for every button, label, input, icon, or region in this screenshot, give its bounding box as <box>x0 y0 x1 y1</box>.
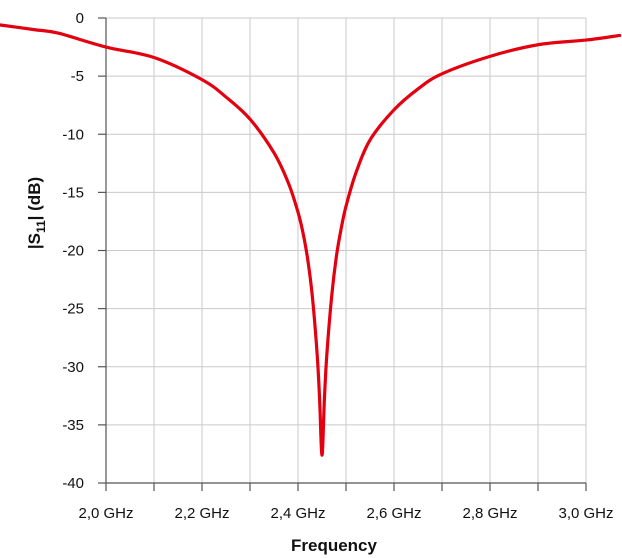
y-axis-title-subscript: 11 <box>34 220 48 233</box>
y-tick-label: -30 <box>62 359 84 376</box>
y-tick-label: -20 <box>62 243 84 260</box>
grid <box>106 17 587 483</box>
tick-labels: 0 -5 -10 -15 -20 -25 -30 -35 -40 2,0 GHz 2,2 GHz 2,… <box>62 10 613 522</box>
y-axis-title-suffix: | (dB) <box>25 177 44 220</box>
x-tick-label: 2,4 GHz <box>270 505 325 522</box>
y-axis-title: |S11| (dB) <box>25 177 48 249</box>
x-tick-label: 2,0 GHz <box>78 505 133 522</box>
y-tick-label: -40 <box>62 475 84 492</box>
y-tick-label: -35 <box>62 417 84 434</box>
y-tick-label: -10 <box>62 126 84 143</box>
y-tick-label: -5 <box>71 68 84 85</box>
x-tick-label: 3,0 GHz <box>558 505 613 522</box>
axes <box>98 17 587 491</box>
y-tick-label: -15 <box>62 184 84 201</box>
y-tick-label: 0 <box>76 10 84 27</box>
s11-series-line <box>0 23 622 457</box>
y-axis-title-prefix: |S <box>25 233 44 249</box>
series <box>0 23 622 457</box>
x-tick-label: 2,6 GHz <box>366 505 421 522</box>
x-axis-title: Frequency <box>291 536 378 555</box>
x-tick-label: 2,8 GHz <box>462 505 517 522</box>
x-tick-label: 2,2 GHz <box>174 505 229 522</box>
y-tick-label: -25 <box>62 301 84 318</box>
